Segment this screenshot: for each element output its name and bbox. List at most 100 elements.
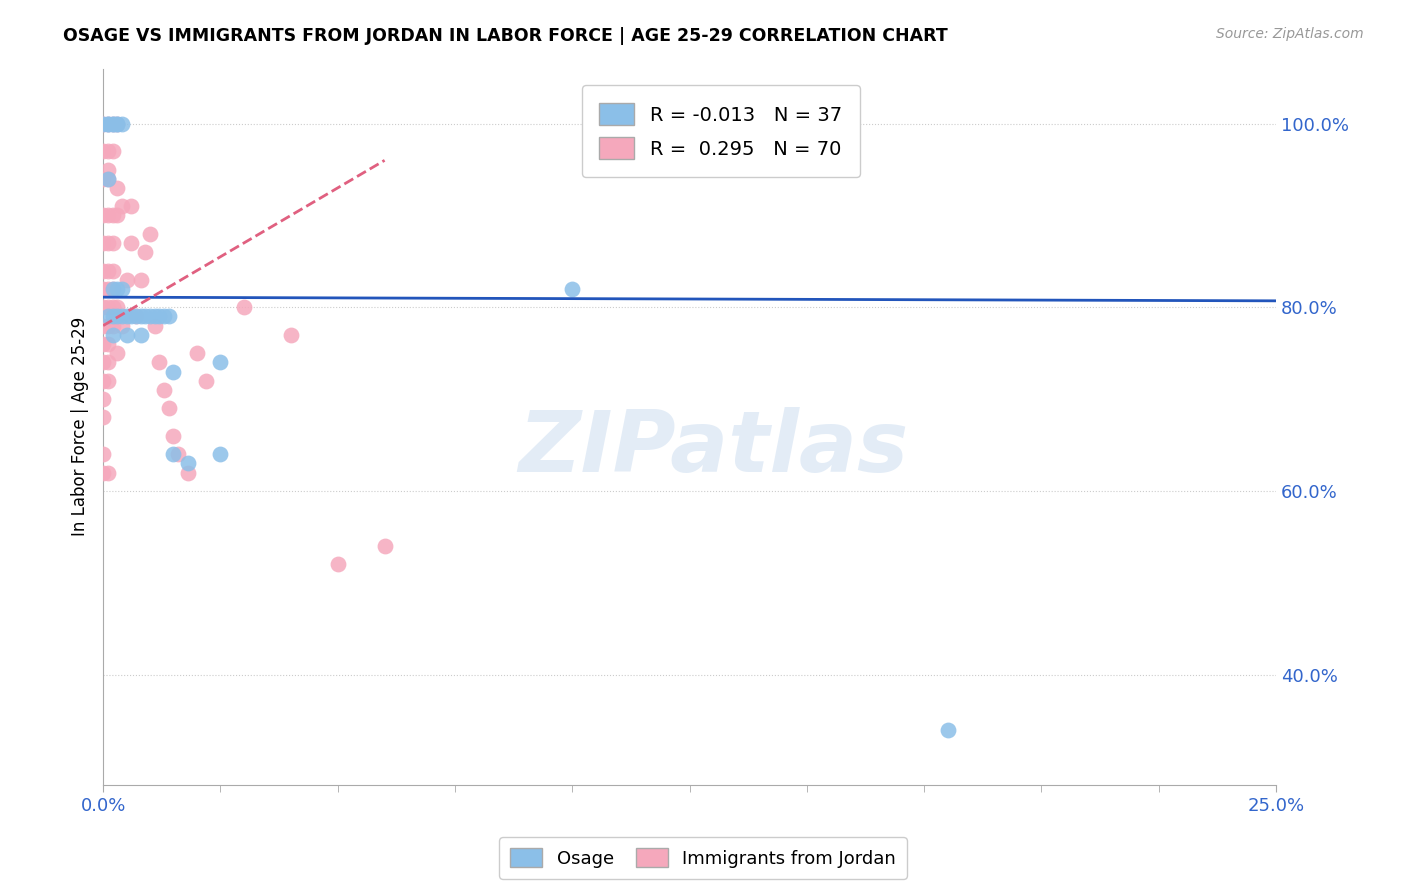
Point xyxy=(97,117,120,131)
Point xyxy=(134,310,156,324)
Point xyxy=(111,199,134,213)
Point xyxy=(97,235,120,250)
Legend: Osage, Immigrants from Jordan: Osage, Immigrants from Jordan xyxy=(499,838,907,879)
Legend: R = -0.013   N = 37, R =  0.295   N = 70: R = -0.013 N = 37, R = 0.295 N = 70 xyxy=(582,86,859,177)
Point xyxy=(374,539,396,553)
Point xyxy=(120,310,142,324)
Point xyxy=(97,263,120,277)
Point xyxy=(91,235,114,250)
Text: OSAGE VS IMMIGRANTS FROM JORDAN IN LABOR FORCE | AGE 25-29 CORRELATION CHART: OSAGE VS IMMIGRANTS FROM JORDAN IN LABOR… xyxy=(63,27,948,45)
Point xyxy=(91,282,114,296)
Point xyxy=(120,199,142,213)
Point xyxy=(105,310,128,324)
Point xyxy=(105,181,128,195)
Text: ZIPatlas: ZIPatlas xyxy=(517,407,908,490)
Point xyxy=(91,300,114,314)
Point xyxy=(280,327,302,342)
Point xyxy=(772,117,794,131)
Point xyxy=(186,346,208,360)
Point xyxy=(101,318,124,333)
Point xyxy=(91,117,114,131)
Point xyxy=(139,227,162,241)
Point xyxy=(97,282,120,296)
Point xyxy=(105,282,128,296)
Point xyxy=(101,300,124,314)
Point xyxy=(105,346,128,360)
Point xyxy=(101,327,124,342)
Point xyxy=(91,117,114,131)
Point xyxy=(97,310,120,324)
Point xyxy=(101,282,124,296)
Point xyxy=(936,723,959,737)
Point xyxy=(209,447,232,461)
Point xyxy=(153,383,176,397)
Point xyxy=(97,117,120,131)
Point xyxy=(91,263,114,277)
Point xyxy=(162,429,184,443)
Point xyxy=(143,310,166,324)
Point xyxy=(97,117,120,131)
Point xyxy=(561,282,583,296)
Point xyxy=(111,117,134,131)
Point xyxy=(148,310,170,324)
Point xyxy=(176,456,198,470)
Point xyxy=(97,162,120,177)
Point xyxy=(111,282,134,296)
Point xyxy=(97,209,120,223)
Point xyxy=(101,209,124,223)
Point xyxy=(97,355,120,369)
Point xyxy=(91,337,114,351)
Point xyxy=(134,245,156,260)
Point xyxy=(176,466,198,480)
Point xyxy=(105,209,128,223)
Point xyxy=(101,144,124,158)
Point xyxy=(97,318,120,333)
Y-axis label: In Labor Force | Age 25-29: In Labor Force | Age 25-29 xyxy=(72,317,89,536)
Point xyxy=(91,410,114,425)
Point xyxy=(101,310,124,324)
Point xyxy=(91,171,114,186)
Point xyxy=(91,209,114,223)
Point xyxy=(125,310,148,324)
Point xyxy=(91,374,114,388)
Point xyxy=(326,558,349,572)
Text: Source: ZipAtlas.com: Source: ZipAtlas.com xyxy=(1216,27,1364,41)
Point xyxy=(91,355,114,369)
Point xyxy=(91,318,114,333)
Point xyxy=(97,300,120,314)
Point xyxy=(101,117,124,131)
Point xyxy=(162,447,184,461)
Point xyxy=(111,310,134,324)
Point xyxy=(195,374,218,388)
Point xyxy=(153,310,176,324)
Point xyxy=(91,392,114,406)
Point xyxy=(97,171,120,186)
Point xyxy=(97,374,120,388)
Point xyxy=(105,117,128,131)
Point xyxy=(129,327,152,342)
Point xyxy=(120,235,142,250)
Point xyxy=(129,310,152,324)
Point xyxy=(91,466,114,480)
Point xyxy=(101,235,124,250)
Point xyxy=(125,310,148,324)
Point xyxy=(148,355,170,369)
Point xyxy=(143,318,166,333)
Point xyxy=(101,263,124,277)
Point xyxy=(101,117,124,131)
Point xyxy=(157,310,180,324)
Point xyxy=(115,273,138,287)
Point xyxy=(97,337,120,351)
Point xyxy=(105,117,128,131)
Point xyxy=(105,300,128,314)
Point xyxy=(91,144,114,158)
Point xyxy=(105,117,128,131)
Point xyxy=(97,144,120,158)
Point xyxy=(101,282,124,296)
Point xyxy=(139,310,162,324)
Point xyxy=(101,117,124,131)
Point xyxy=(97,466,120,480)
Point xyxy=(232,300,254,314)
Point xyxy=(115,327,138,342)
Point xyxy=(97,171,120,186)
